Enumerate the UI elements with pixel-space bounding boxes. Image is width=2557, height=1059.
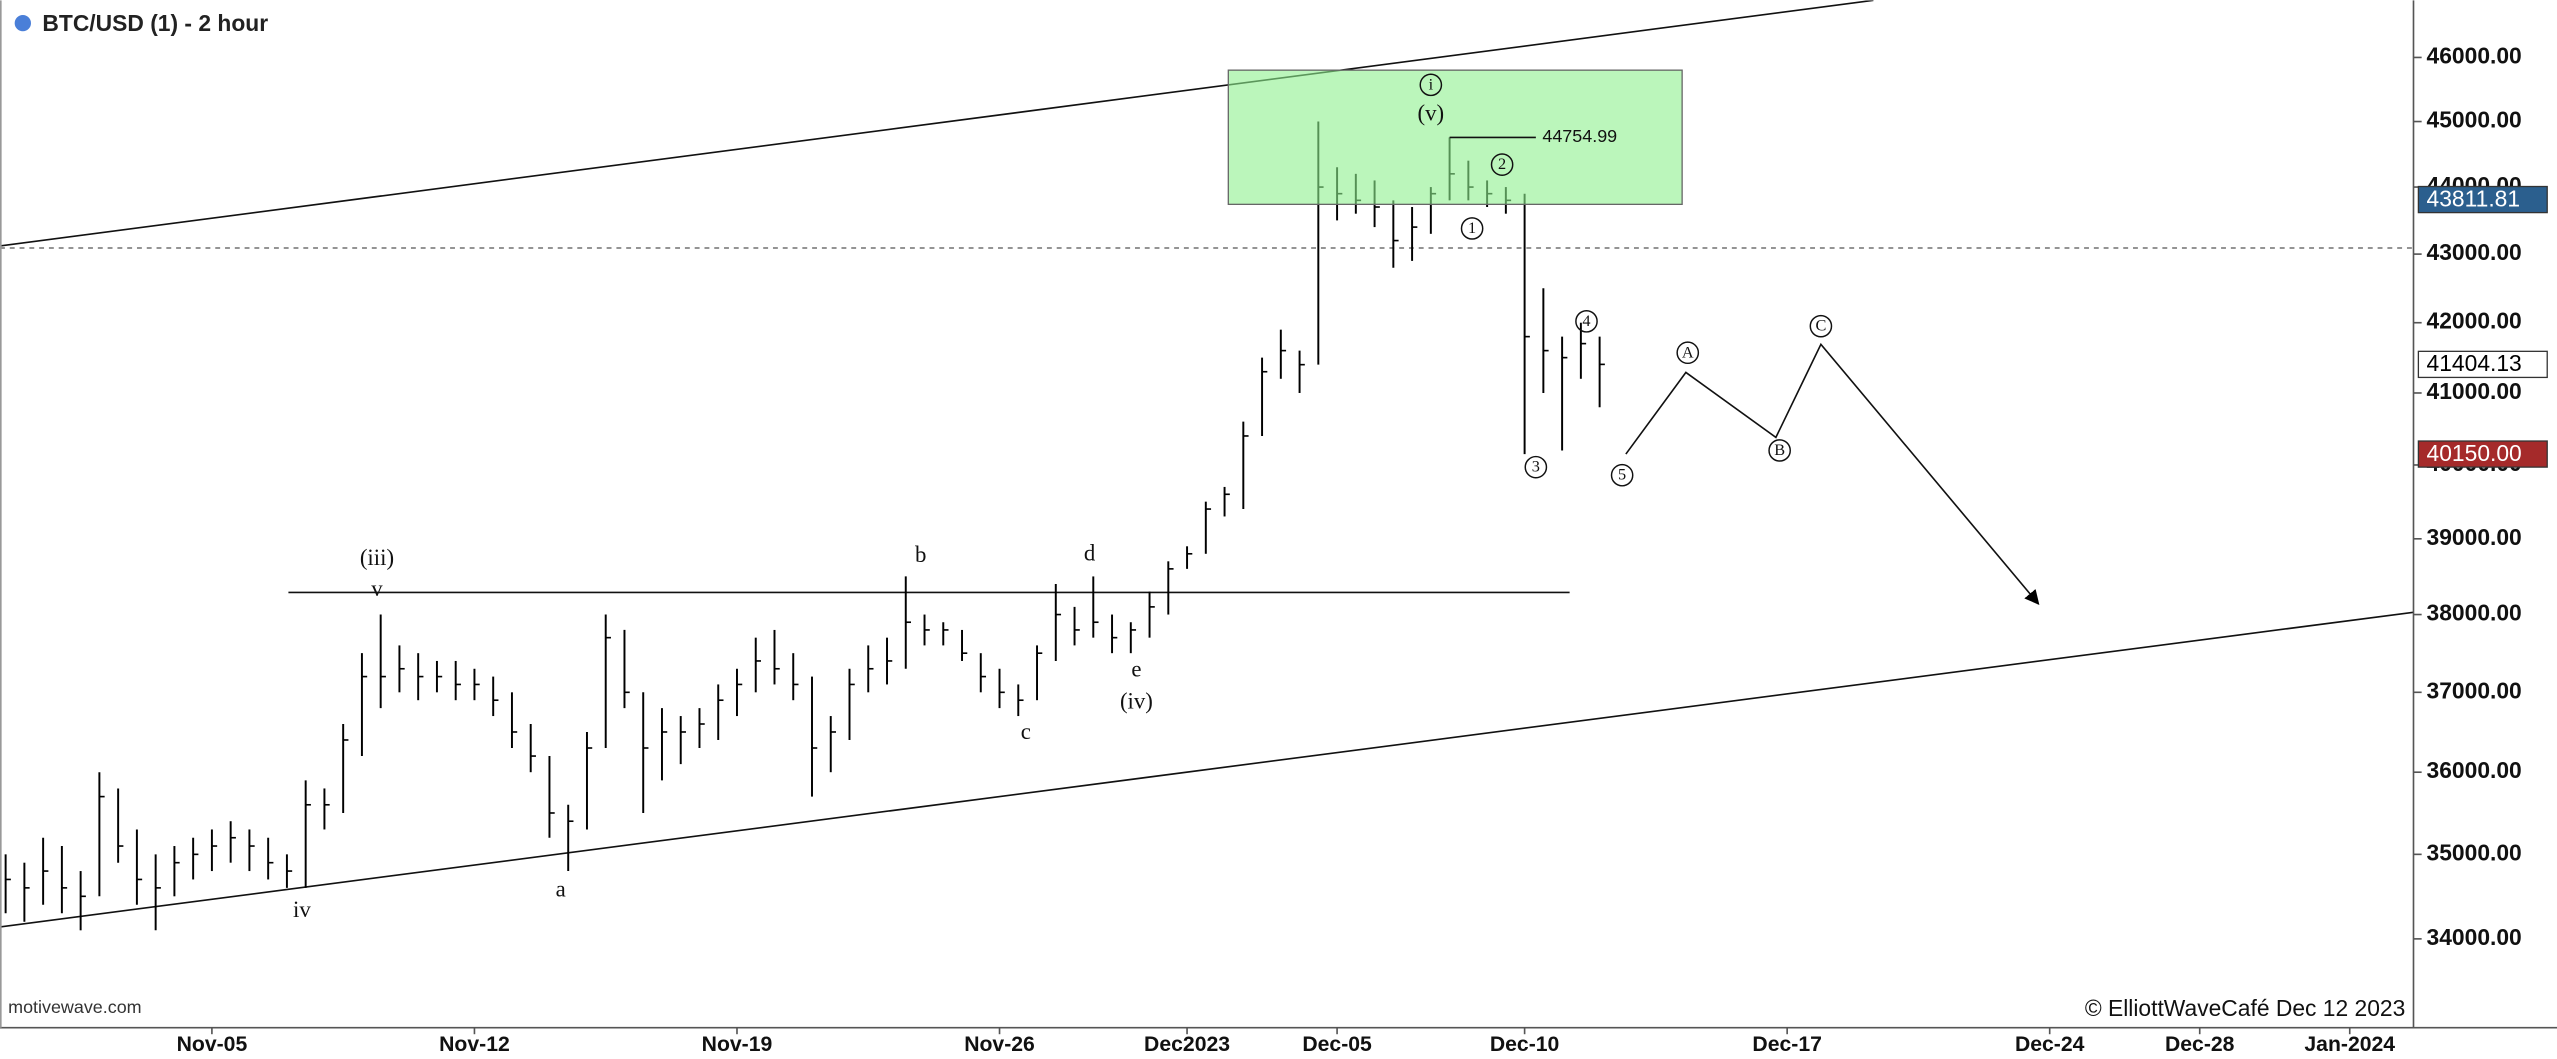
wave-circle [1809, 314, 1833, 338]
wave-label: v [371, 576, 383, 601]
x-tick-label: Nov-19 [702, 1033, 773, 1056]
x-tick-label: Dec-28 [2165, 1033, 2235, 1056]
price-label-box [2417, 185, 2548, 214]
wave-label: (iv) [1120, 689, 1153, 714]
y-tick-label: 42000.00 [2427, 308, 2522, 334]
wave-label: i [1429, 74, 1434, 93]
chart-title: BTC/USD (1) - 2 hour [42, 10, 268, 36]
footer-left: motivewave.com [8, 997, 141, 1017]
y-tick-label: 39000.00 [2427, 524, 2522, 550]
wave-circle [1490, 153, 1514, 176]
wave-label: (v) [1418, 100, 1445, 125]
price-label-box [2417, 440, 2548, 468]
x-tick-label: Dec2023 [1144, 1033, 1230, 1056]
wave-label: 2 [1498, 154, 1506, 173]
x-tick-label: Dec-24 [2015, 1033, 2085, 1056]
x-tick-label: Jan-2024 [2304, 1033, 2395, 1056]
wave-circle [1768, 439, 1791, 462]
wave-circle [1610, 463, 1634, 487]
wave-circle [1524, 455, 1548, 479]
wave-label: iv [293, 897, 311, 922]
trend-line [0, 0, 1874, 247]
wave-circle [1460, 217, 1484, 240]
trend-line [0, 611, 2414, 928]
plot-area: 44754.99 [0, 0, 2414, 931]
wave-circle [1676, 341, 1700, 365]
wave-label: A [1682, 342, 1694, 361]
wave-label: 4 [1582, 311, 1590, 330]
wave-label: B [1774, 440, 1785, 459]
wave-label: C [1815, 316, 1826, 335]
wave-label: b [915, 542, 926, 567]
wave-label: e [1131, 656, 1141, 681]
price-label: 40150.00 [2427, 440, 2522, 466]
y-tick-label: 45000.00 [2427, 107, 2522, 133]
wave-label: d [1084, 541, 1096, 566]
wave-label: a [556, 876, 566, 901]
price-label: 43811.81 [2427, 185, 2521, 211]
price-label: 41404.13 [2427, 350, 2522, 376]
price-label-box [2417, 350, 2548, 379]
y-tick-label: 34000.00 [2427, 924, 2522, 950]
projection-path [1625, 342, 2040, 605]
x-tick-label: Dec-10 [1490, 1033, 1560, 1056]
high-marker-label: 44754.99 [1542, 126, 1617, 146]
y-tick-label: 43000.00 [2427, 239, 2522, 265]
x-tick-label: Nov-26 [964, 1033, 1035, 1056]
y-tick-label: 35000.00 [2427, 839, 2522, 865]
y-tick-label: 37000.00 [2427, 677, 2522, 703]
wave-label: 3 [1532, 457, 1540, 476]
wave-label: (iii) [360, 545, 394, 570]
x-tick-label: Nov-12 [439, 1033, 510, 1056]
wave-label: 5 [1618, 465, 1626, 484]
y-tick-label: 46000.00 [2427, 42, 2522, 68]
x-tick-label: Dec-17 [1752, 1033, 1821, 1056]
x-tick-label: Dec-05 [1302, 1033, 1372, 1056]
wave-label: 1 [1468, 218, 1476, 237]
wave-circle [1419, 73, 1443, 97]
y-tick-label: 36000.00 [2427, 757, 2522, 783]
footer-right: © ElliottWaveCafé Dec 12 2023 [2085, 995, 2406, 1021]
overlay: iv (iii) v a b c d e (iv) i (v) 1 2 3 4 5 A B C [293, 73, 1833, 922]
x-tick-label: Nov-05 [177, 1033, 248, 1056]
y-tick-label: 41000.00 [2427, 378, 2522, 404]
y-tick-label: 38000.00 [2427, 600, 2522, 626]
wave-circle [1575, 309, 1598, 333]
wave-label: c [1021, 719, 1031, 744]
legend-dot [14, 15, 31, 32]
